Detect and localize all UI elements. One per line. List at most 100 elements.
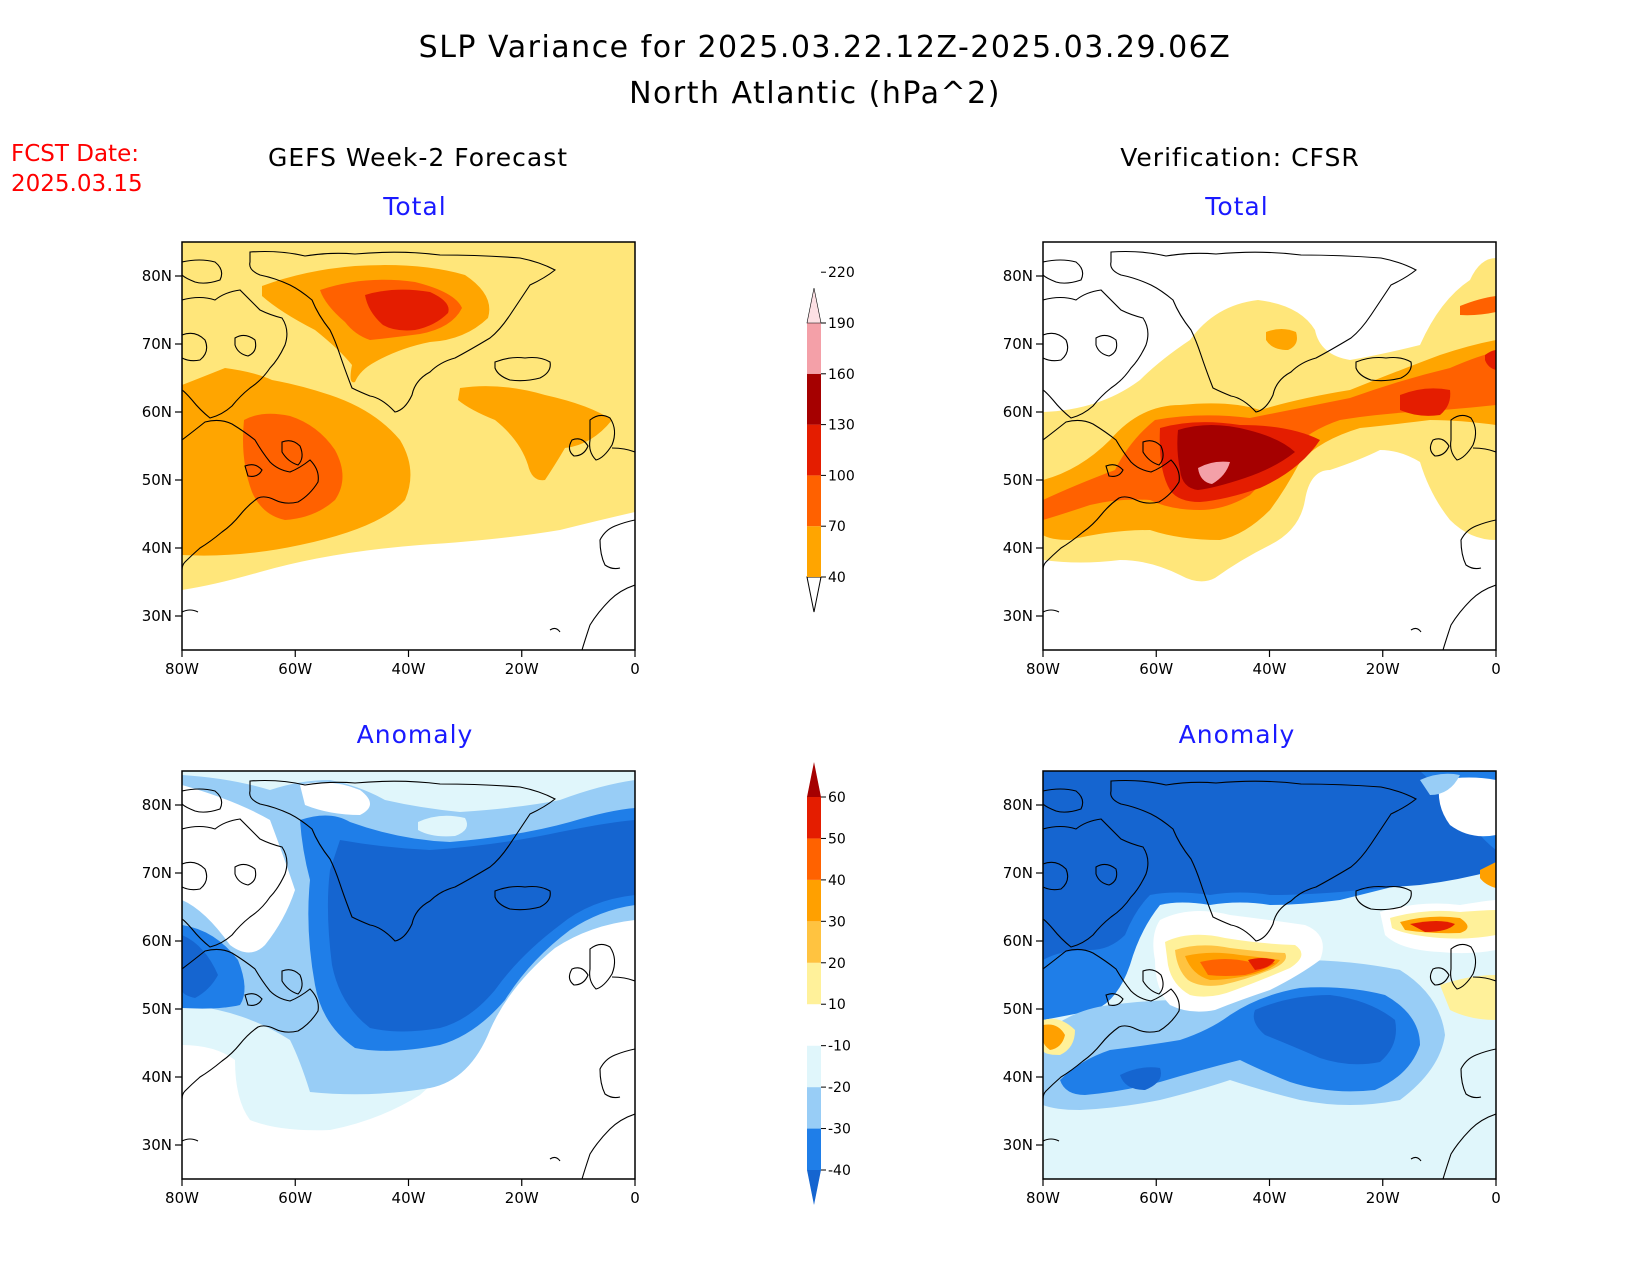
main-subtitle: North Atlantic (hPa^2) xyxy=(629,76,1001,111)
forecast-anomaly-title: Anomaly xyxy=(356,720,474,749)
lon-tick-label: 20W xyxy=(1366,1189,1400,1207)
colorbar-segment xyxy=(807,323,821,374)
colorbar-label: 100 xyxy=(828,468,855,484)
fcst-date-label: FCST Date: xyxy=(11,141,139,167)
colorbar-label: -30 xyxy=(828,1122,851,1138)
lon-tick-label: 0 xyxy=(1491,660,1501,678)
lon-tick-label: 80W xyxy=(165,660,199,678)
anomaly-colorbar: -40 -30 -20 -10 10 20 30 40 50 60 xyxy=(807,762,851,1205)
forecast-total-lat-ticks: 80N 70N 60N 50N 40N 30N xyxy=(142,267,182,625)
lon-tick-label: 0 xyxy=(630,1189,640,1207)
colorbar-segment xyxy=(807,373,821,425)
colorbar-segment xyxy=(807,424,821,476)
lon-tick-label: 0 xyxy=(1491,1189,1501,1207)
forecast-anomaly-field xyxy=(182,771,635,1131)
colorbar-segment xyxy=(807,1087,821,1129)
colorbar-label: 20 xyxy=(828,956,846,972)
colorbar-lower-arrow xyxy=(806,576,822,613)
lat-tick-label: 40N xyxy=(142,1068,172,1086)
verification-total-lat-ticks: 80N 70N 60N 50N 40N 30N xyxy=(1003,267,1043,625)
colorbar-label: -10 xyxy=(828,1039,851,1055)
verification-anomaly-field xyxy=(1043,771,1496,1179)
lat-tick-label: 30N xyxy=(142,1136,172,1154)
lat-tick-label: 60N xyxy=(142,932,172,950)
lat-tick-label: 30N xyxy=(1003,607,1033,625)
colorbar-lower-arrow xyxy=(807,1170,821,1205)
colorbar-segment xyxy=(807,475,821,527)
lon-tick-label: 0 xyxy=(630,660,640,678)
lon-tick-label: 80W xyxy=(1026,660,1060,678)
colorbar-segment xyxy=(807,797,821,839)
forecast-anomaly-lat-ticks: 80N 70N 60N 50N 40N 30N xyxy=(142,796,182,1154)
colorbar-label: 10 xyxy=(828,997,846,1013)
lon-tick-label: 20W xyxy=(505,660,539,678)
verification-anomaly-title: Anomaly xyxy=(1178,720,1296,749)
lat-tick-label: 50N xyxy=(1003,1000,1033,1018)
lon-tick-label: 40W xyxy=(1253,1189,1287,1207)
colorbar-label: 130 xyxy=(828,418,855,434)
verification-total-title: Total xyxy=(1205,192,1269,221)
lon-tick-label: 40W xyxy=(392,660,426,678)
forecast-column-heading: GEFS Week-2 Forecast xyxy=(267,143,569,172)
colorbar-segment xyxy=(807,526,821,577)
forecast-anomaly-panel: 80N 70N 60N 50N 40N 30N 80W 60W 40W 20W 0 xyxy=(142,770,640,1207)
lat-tick-label: 60N xyxy=(142,403,172,421)
lat-tick-label: 50N xyxy=(142,471,172,489)
colorbar-label: 40 xyxy=(828,873,846,889)
lat-tick-label: 30N xyxy=(142,607,172,625)
forecast-total-field xyxy=(182,242,635,590)
colorbar-segment xyxy=(807,1045,821,1088)
lon-tick-label: 80W xyxy=(1026,1189,1060,1207)
colorbar-segment xyxy=(807,1128,821,1170)
total-colorbar: 40 70 100 130 160 190 220 xyxy=(806,265,855,613)
lat-tick-label: 80N xyxy=(142,267,172,285)
lat-tick-label: 50N xyxy=(142,1000,172,1018)
lat-tick-label: 80N xyxy=(1003,796,1033,814)
verification-anomaly-panel: 80N 70N 60N 50N 40N 30N 80W 60W 40W 20W 0 xyxy=(1003,770,1501,1207)
colorbar-label: 190 xyxy=(828,316,855,332)
colorbar-label: 40 xyxy=(828,570,846,586)
colorbar-segment xyxy=(807,921,821,963)
lat-tick-label: 50N xyxy=(1003,471,1033,489)
forecast-total-lon-ticks: 80W 60W 40W 20W 0 xyxy=(165,650,640,678)
lat-tick-label: 40N xyxy=(142,539,172,557)
forecast-total-panel: 80N 70N 60N 50N 40N 30N 80W 60W 40W 20W 0 xyxy=(142,241,640,678)
colorbar-label: 160 xyxy=(828,367,855,383)
colorbar-label: 50 xyxy=(828,831,846,847)
verification-anomaly-lat-ticks: 80N 70N 60N 50N 40N 30N xyxy=(1003,796,1043,1154)
lat-tick-label: 60N xyxy=(1003,932,1033,950)
lat-tick-label: 70N xyxy=(1003,864,1033,882)
lon-tick-label: 40W xyxy=(392,1189,426,1207)
verification-total-lon-ticks: 80W 60W 40W 20W 0 xyxy=(1026,650,1501,678)
lon-tick-label: 60W xyxy=(1139,1189,1173,1207)
lat-tick-label: 60N xyxy=(1003,403,1033,421)
colorbar-label: 60 xyxy=(828,790,846,806)
lon-tick-label: 60W xyxy=(278,1189,312,1207)
lat-tick-label: 40N xyxy=(1003,1068,1033,1086)
lat-tick-label: 70N xyxy=(142,864,172,882)
colorbar-segment xyxy=(807,838,821,880)
forecast-total-title: Total xyxy=(383,192,447,221)
lat-tick-label: 40N xyxy=(1003,539,1033,557)
colorbar-upper-arrow xyxy=(806,287,822,324)
colorbar-upper-arrow xyxy=(807,762,821,797)
verification-column-heading: Verification: CFSR xyxy=(1120,143,1360,172)
colorbar-segment xyxy=(807,1004,821,1046)
colorbar-label: 220 xyxy=(828,265,855,281)
colorbar-label: 30 xyxy=(828,914,846,930)
lat-tick-label: 70N xyxy=(142,335,172,353)
lon-tick-label: 60W xyxy=(278,660,312,678)
verification-total-field xyxy=(1043,258,1496,582)
colorbar-label: -20 xyxy=(828,1080,851,1096)
colorbar-label: 70 xyxy=(828,519,846,535)
verification-total-panel: 80N 70N 60N 50N 40N 30N 80W 60W 40W 20W 0 xyxy=(1003,241,1501,678)
lat-tick-label: 70N xyxy=(1003,335,1033,353)
forecast-anomaly-lon-ticks: 80W 60W 40W 20W 0 xyxy=(165,1179,640,1207)
colorbar-label: -40 xyxy=(828,1163,851,1179)
colorbar-segment xyxy=(807,879,821,922)
fcst-date-value: 2025.03.15 xyxy=(11,171,143,197)
lon-tick-label: 80W xyxy=(165,1189,199,1207)
lon-tick-label: 20W xyxy=(1366,660,1400,678)
main-title: SLP Variance for 2025.03.22.12Z-2025.03.… xyxy=(418,30,1232,65)
